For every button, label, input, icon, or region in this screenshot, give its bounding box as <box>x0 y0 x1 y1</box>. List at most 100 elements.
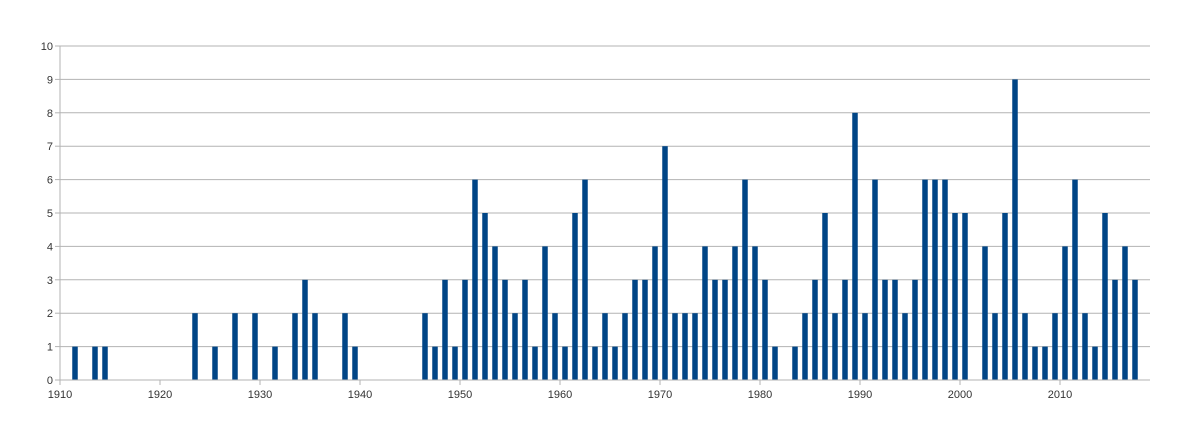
bar-1933 <box>292 313 298 380</box>
bar-1946 <box>422 313 428 380</box>
bar-1954 <box>502 279 508 380</box>
y-tick-label-7: 7 <box>47 141 53 153</box>
y-tick-label-9: 9 <box>47 74 53 86</box>
bar-2013 <box>1092 346 1098 380</box>
x-tick-label-2010: 2010 <box>1048 389 1072 401</box>
bar-2009 <box>1052 313 1058 380</box>
bar-1923 <box>192 313 198 380</box>
bar-2016 <box>1122 246 1128 380</box>
bar-2002 <box>982 246 988 380</box>
bar-1951 <box>472 179 478 380</box>
bar-1995 <box>912 279 918 380</box>
bar-1974 <box>702 246 708 380</box>
y-tick-label-3: 3 <box>47 275 53 287</box>
y-tick-label-0: 0 <box>47 375 53 387</box>
bar-1939 <box>352 346 358 380</box>
bar-2014 <box>1102 213 1108 380</box>
bar-2011 <box>1072 179 1078 380</box>
bar-1988 <box>842 279 848 380</box>
bar-1948 <box>442 279 448 380</box>
y-tick-label-1: 1 <box>47 342 53 354</box>
bar-1929 <box>252 313 258 380</box>
bar-1976 <box>722 279 728 380</box>
y-axis-tick-labels: 0 1 2 3 4 5 6 7 8 9 10 <box>41 41 60 387</box>
x-tick-label-1920: 1920 <box>148 389 172 401</box>
bar-1979 <box>752 246 758 380</box>
bar-1938 <box>342 313 348 380</box>
bar-1975 <box>712 279 718 380</box>
bar-1956 <box>522 279 528 380</box>
bar-1989 <box>852 112 858 381</box>
bar-1947 <box>432 346 438 380</box>
bar-1952 <box>482 213 488 380</box>
x-tick-label-1970: 1970 <box>648 389 672 401</box>
y-tick-label-4: 4 <box>47 241 53 253</box>
x-tick-label-1950: 1950 <box>448 389 472 401</box>
bar-1997 <box>932 179 938 380</box>
bar-1927 <box>232 313 238 380</box>
bar-1965 <box>612 346 618 380</box>
bar-2003 <box>992 313 998 380</box>
bar-1998 <box>942 179 948 380</box>
bar-1993 <box>892 279 898 380</box>
bar-1992 <box>882 279 888 380</box>
bar-2006 <box>1022 313 1028 380</box>
bar-1991 <box>872 179 878 380</box>
x-tick-label-2000: 2000 <box>948 389 972 401</box>
bar-1970 <box>662 146 668 380</box>
bar-1978 <box>742 179 748 380</box>
gridlines <box>60 45 1150 381</box>
x-tick-label-1960: 1960 <box>548 389 572 401</box>
bar-1971 <box>672 313 678 380</box>
bar-1953 <box>492 246 498 380</box>
bar-1960 <box>562 346 568 380</box>
bar-1986 <box>822 213 828 380</box>
bar-1966 <box>622 313 628 380</box>
bar-2017 <box>1132 279 1138 380</box>
x-tick-label-1910: 1910 <box>48 389 72 401</box>
bar-2015 <box>1112 279 1118 380</box>
bar-1999 <box>952 213 958 380</box>
bar-2012 <box>1082 313 1088 380</box>
bar-1972 <box>682 313 688 380</box>
bars <box>72 79 1138 381</box>
bar-2000 <box>962 213 968 380</box>
bar-2005 <box>1012 79 1018 381</box>
x-tick-label-1990: 1990 <box>848 389 872 401</box>
bar-1958 <box>542 246 548 380</box>
bar-2007 <box>1032 346 1038 380</box>
bar-1931 <box>272 346 278 380</box>
bar-1996 <box>922 179 928 380</box>
bar-1967 <box>632 279 638 380</box>
y-tick-label-5: 5 <box>47 208 53 220</box>
bar-1964 <box>602 313 608 380</box>
bar-1983 <box>792 346 798 380</box>
bar-1913 <box>92 346 98 380</box>
bar-1985 <box>812 279 818 380</box>
bar-1994 <box>902 313 908 380</box>
bar-1959 <box>552 313 558 380</box>
bar-1957 <box>532 346 538 380</box>
bar-1911 <box>72 346 78 380</box>
bar-2004 <box>1002 213 1008 380</box>
bar-1934 <box>302 279 308 380</box>
bar-1968 <box>642 279 648 380</box>
bar-1969 <box>652 246 658 380</box>
bar-1990 <box>862 313 868 380</box>
bar-1949 <box>452 346 458 380</box>
x-tick-label-1930: 1930 <box>248 389 272 401</box>
x-tick-label-1980: 1980 <box>748 389 772 401</box>
bar-1914 <box>102 346 108 380</box>
bar-1925 <box>212 346 218 380</box>
bar-1955 <box>512 313 518 380</box>
y-tick-label-10: 10 <box>41 41 53 53</box>
y-tick-label-6: 6 <box>47 175 53 187</box>
x-axis-tick-labels: 1910 1920 1930 1940 1950 1960 1970 1980 1990 2000… <box>48 380 1072 401</box>
bar-1962 <box>582 179 588 380</box>
y-tick-label-2: 2 <box>47 308 53 320</box>
bar-1984 <box>802 313 808 380</box>
bar-1961 <box>572 213 578 380</box>
bar-2008 <box>1042 346 1048 380</box>
bar-1963 <box>592 346 598 380</box>
